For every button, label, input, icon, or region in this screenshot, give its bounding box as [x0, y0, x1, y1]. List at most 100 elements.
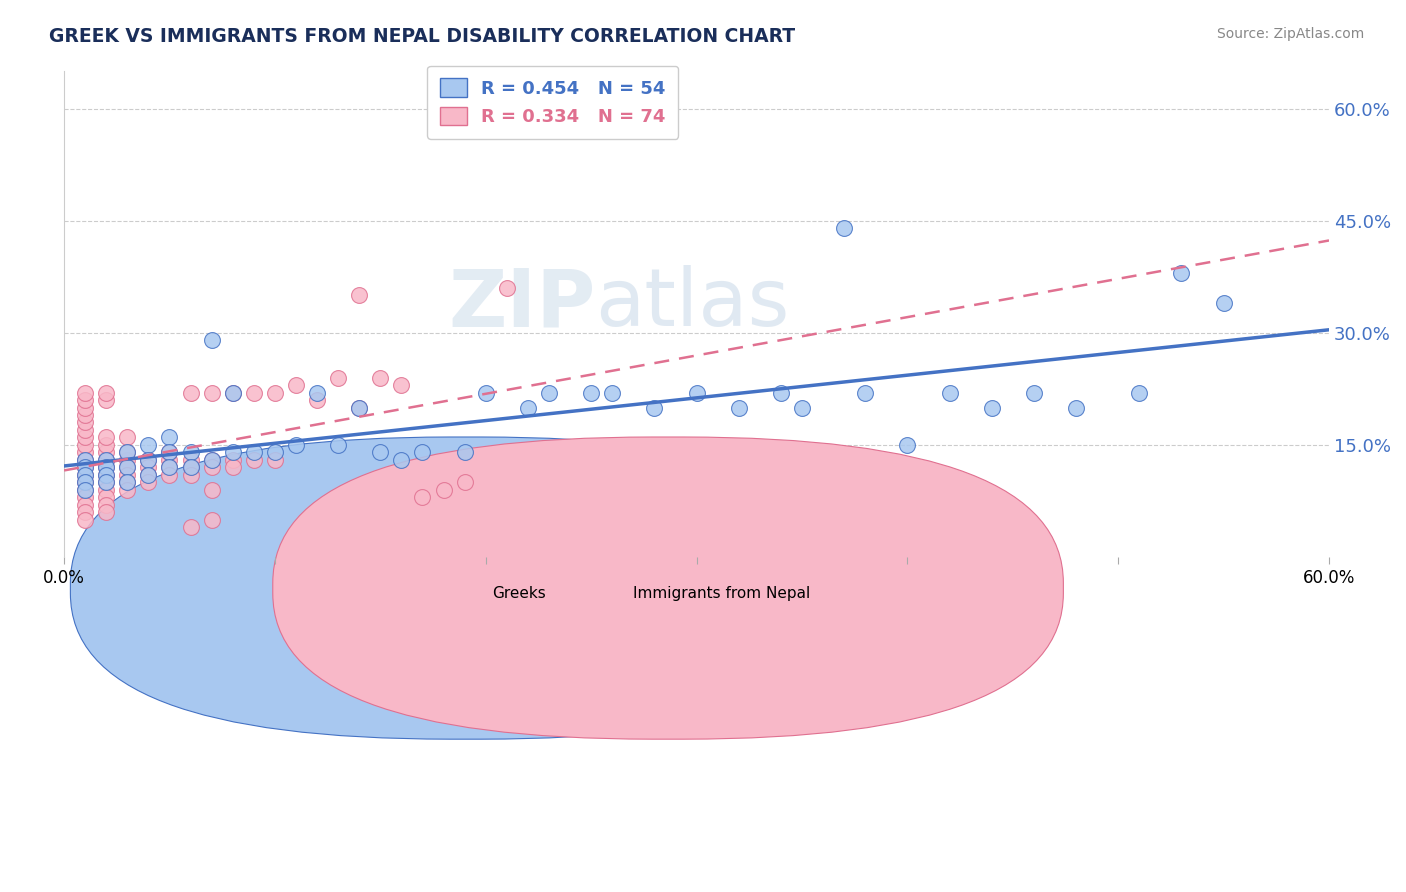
Point	[96, 453, 118, 467]
Point	[389, 378, 412, 392]
Point	[75, 505, 97, 519]
FancyBboxPatch shape	[273, 437, 1063, 739]
Legend: R = 0.454   N = 54, R = 0.334   N = 74: R = 0.454 N = 54, R = 0.334 N = 74	[427, 66, 679, 138]
Point	[159, 445, 181, 459]
Point	[75, 408, 97, 422]
Point	[685, 385, 707, 400]
Point	[75, 423, 97, 437]
Point	[222, 385, 245, 400]
Point	[326, 370, 349, 384]
Point	[222, 453, 245, 467]
Point	[474, 385, 496, 400]
Point	[180, 460, 202, 475]
Point	[96, 430, 118, 444]
Point	[368, 370, 391, 384]
Point	[201, 483, 224, 497]
Point	[938, 385, 960, 400]
Point	[516, 401, 538, 415]
Point	[347, 401, 370, 415]
Point	[96, 490, 118, 504]
FancyBboxPatch shape	[70, 437, 860, 739]
Point	[243, 453, 266, 467]
Point	[180, 385, 202, 400]
Point	[201, 385, 224, 400]
Point	[138, 453, 160, 467]
Point	[896, 438, 918, 452]
Point	[117, 475, 139, 490]
Point	[243, 385, 266, 400]
Point	[347, 288, 370, 302]
Point	[159, 453, 181, 467]
Point	[853, 385, 876, 400]
Point	[305, 385, 328, 400]
Point	[769, 385, 792, 400]
Point	[180, 445, 202, 459]
Text: Source: ZipAtlas.com: Source: ZipAtlas.com	[1216, 27, 1364, 41]
Point	[138, 467, 160, 482]
Point	[1064, 401, 1087, 415]
Point	[453, 475, 475, 490]
Point	[96, 453, 118, 467]
Point	[75, 453, 97, 467]
Text: ZIP: ZIP	[449, 265, 595, 343]
Point	[1170, 266, 1192, 280]
Point	[117, 460, 139, 475]
Point	[96, 475, 118, 490]
Point	[75, 475, 97, 490]
Point	[727, 401, 749, 415]
Point	[790, 401, 813, 415]
Point	[285, 378, 308, 392]
Point	[180, 467, 202, 482]
Point	[75, 430, 97, 444]
Point	[117, 467, 139, 482]
Point	[75, 467, 97, 482]
Point	[537, 385, 560, 400]
Point	[264, 385, 287, 400]
Text: Immigrants from Nepal: Immigrants from Nepal	[633, 586, 810, 601]
Point	[75, 401, 97, 415]
Point	[159, 430, 181, 444]
Point	[411, 490, 433, 504]
Point	[117, 460, 139, 475]
Point	[389, 453, 412, 467]
Point	[117, 453, 139, 467]
Point	[96, 483, 118, 497]
Point	[180, 453, 202, 467]
Point	[138, 438, 160, 452]
Point	[453, 445, 475, 459]
Point	[980, 401, 1002, 415]
Point	[495, 281, 517, 295]
Point	[347, 401, 370, 415]
Point	[75, 475, 97, 490]
Point	[117, 483, 139, 497]
Point	[159, 445, 181, 459]
Point	[159, 460, 181, 475]
Point	[117, 445, 139, 459]
Point	[96, 460, 118, 475]
Point	[180, 520, 202, 534]
Point	[264, 445, 287, 459]
Point	[1128, 385, 1150, 400]
Point	[75, 392, 97, 407]
Point	[159, 467, 181, 482]
Point	[75, 498, 97, 512]
Point	[75, 416, 97, 430]
Point	[222, 385, 245, 400]
Text: Greeks: Greeks	[492, 586, 547, 601]
Point	[159, 460, 181, 475]
Point	[96, 445, 118, 459]
Point	[832, 221, 855, 235]
Point	[285, 438, 308, 452]
Point	[96, 385, 118, 400]
Point	[117, 475, 139, 490]
Point	[96, 505, 118, 519]
Point	[96, 467, 118, 482]
Point	[75, 513, 97, 527]
Point	[75, 467, 97, 482]
Point	[579, 385, 602, 400]
Point	[643, 401, 665, 415]
Point	[138, 453, 160, 467]
Point	[432, 483, 454, 497]
Point	[326, 438, 349, 452]
Point	[222, 460, 245, 475]
